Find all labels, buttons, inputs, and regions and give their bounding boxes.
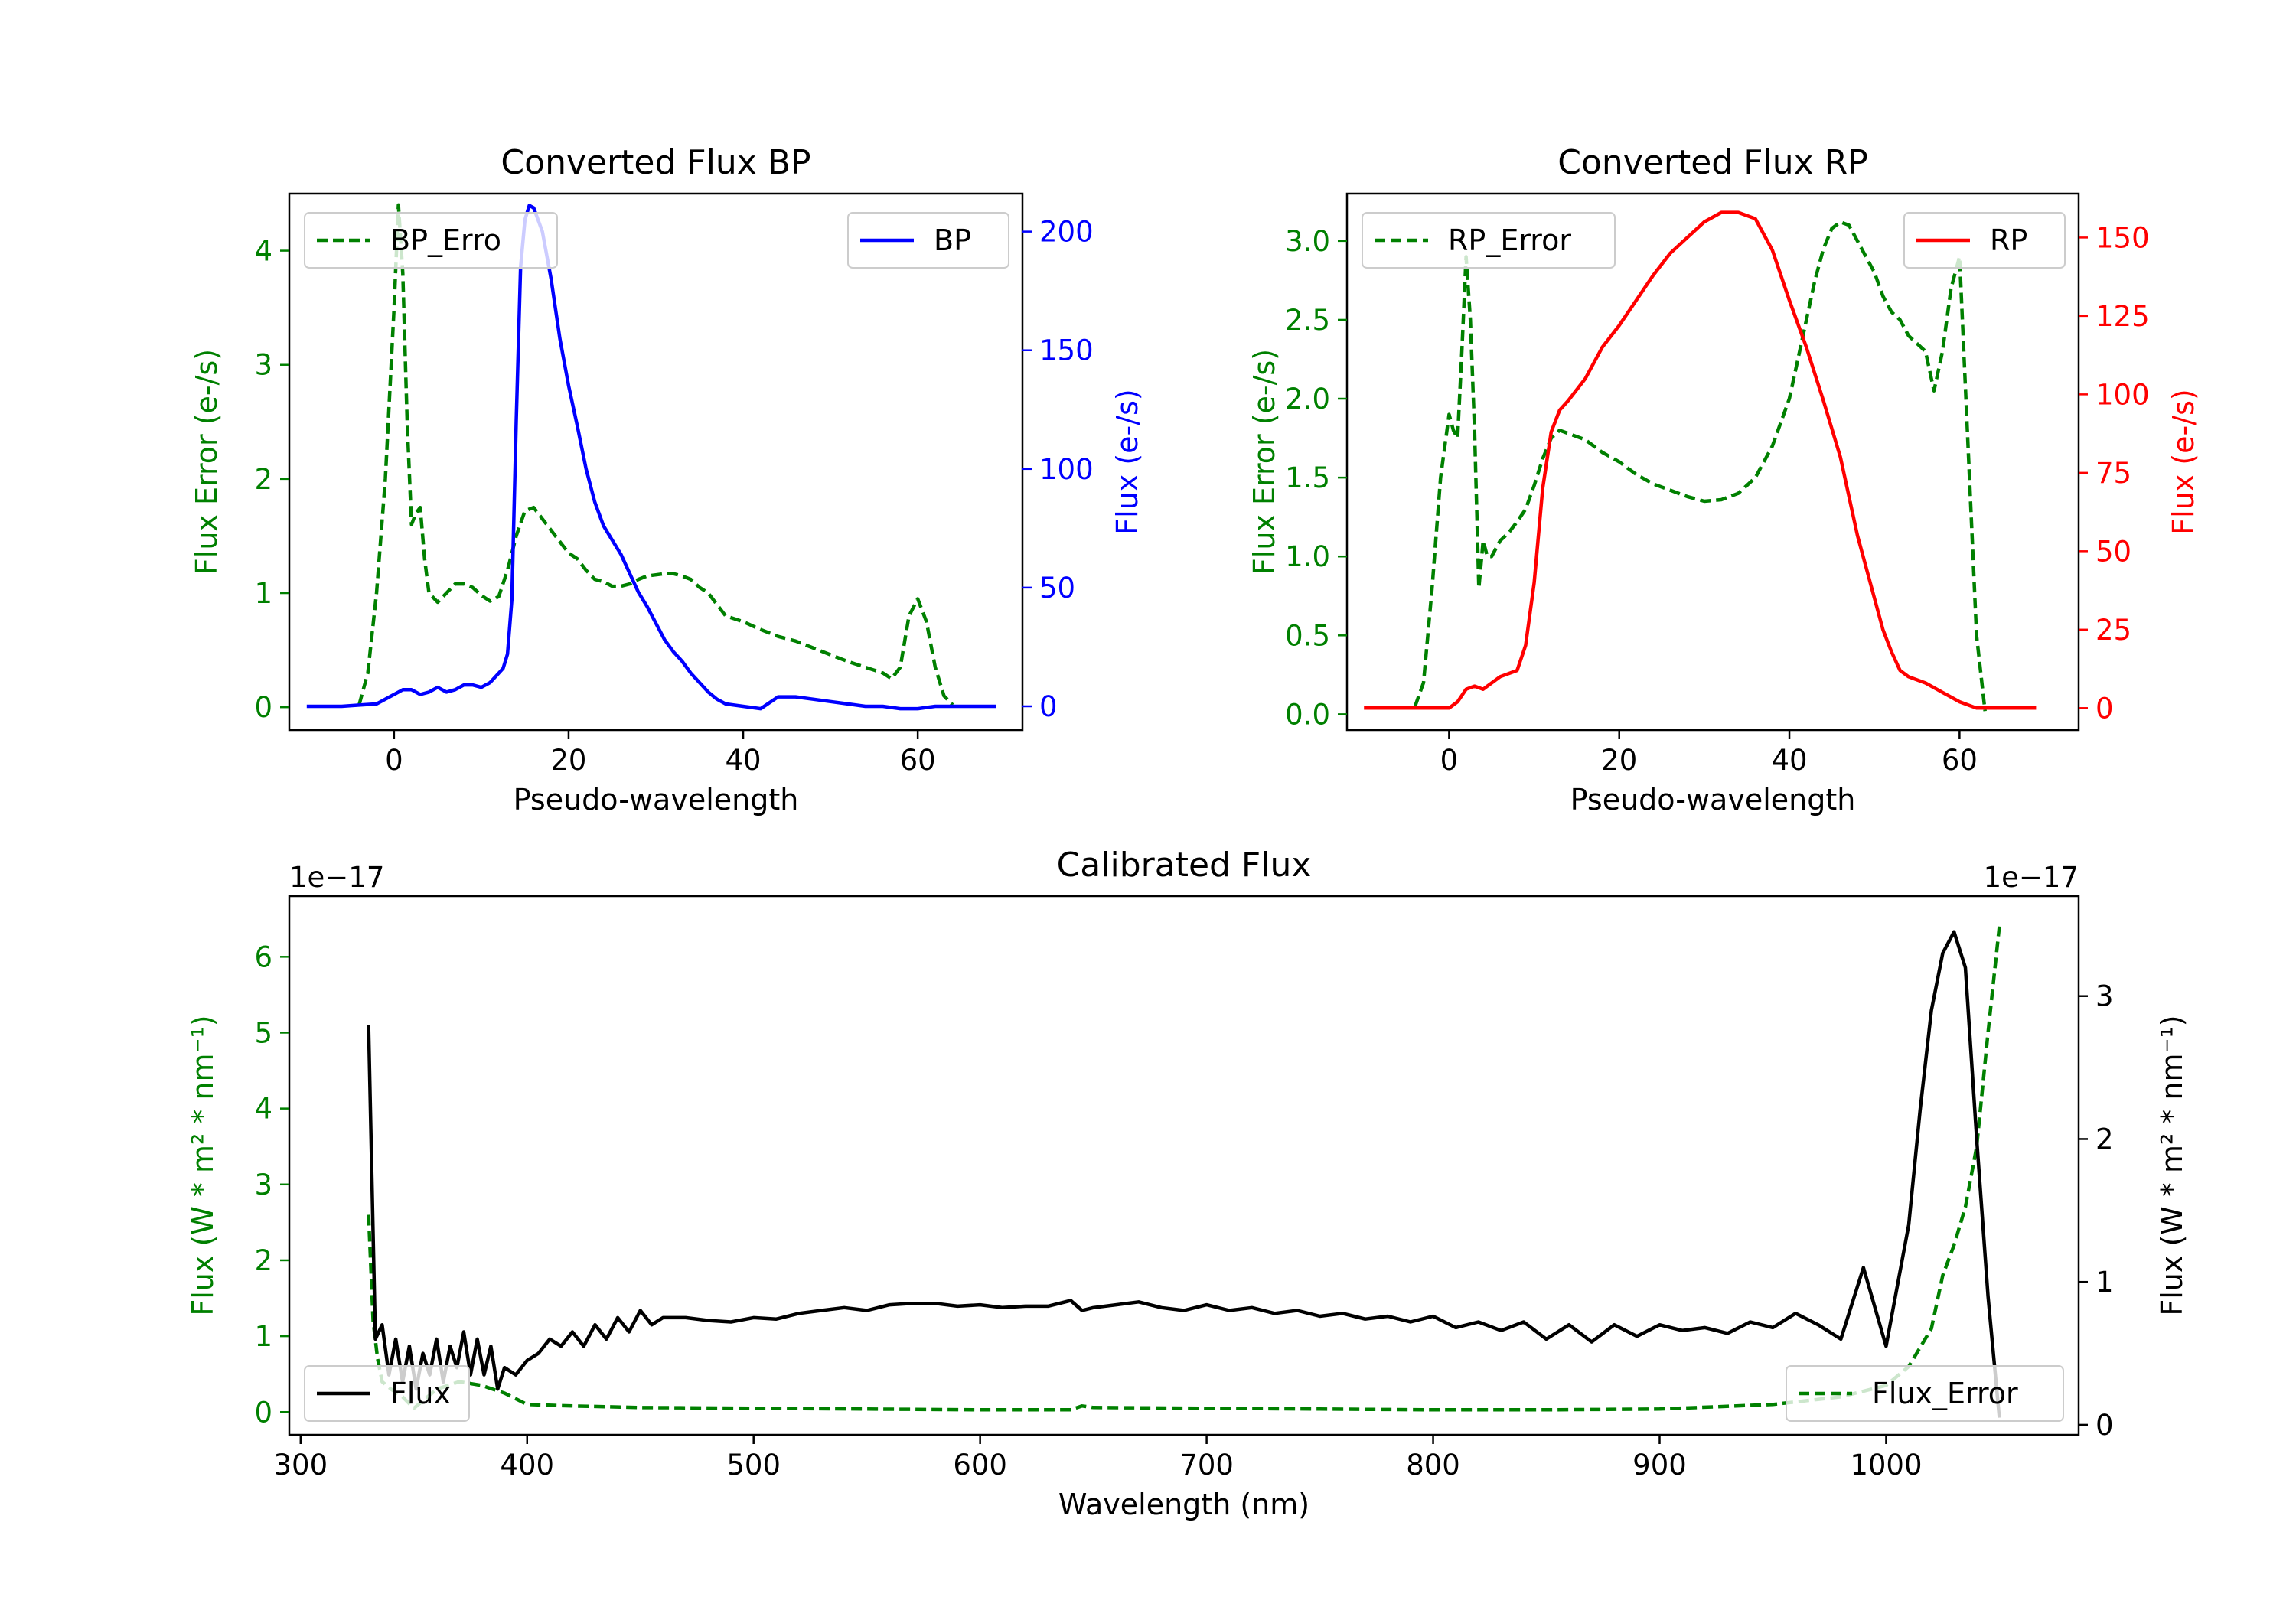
y-right-tick-label: 3: [2095, 980, 2114, 1013]
y-left-axis-label: Flux (W * m² * nm⁻¹): [186, 1015, 220, 1315]
y-left-tick-label: 3.0: [1285, 225, 1330, 258]
legend-label: RP: [1990, 223, 2027, 257]
y-left-tick-label: 0.0: [1285, 698, 1330, 731]
x-tick-label: 60: [900, 744, 936, 777]
y-right-tick-label: 0: [2095, 692, 2114, 725]
legend-label: RP_Error: [1448, 223, 1571, 257]
series-line-rp: [1364, 210, 2037, 710]
y-right-axis-label: Flux (e-/s): [1110, 389, 1144, 534]
x-axis-label: Pseudo-wavelength: [1570, 783, 1856, 817]
legend-box: [1903, 212, 2066, 269]
y-left-tick-label: 3: [254, 349, 272, 382]
plot-frame: [1345, 192, 2080, 732]
y-right-tick-label: 150: [2095, 221, 2150, 254]
legend-box: [1362, 212, 1616, 269]
y-right-tick-label: 0: [1039, 690, 1058, 723]
x-tick-label: 700: [1179, 1449, 1234, 1482]
x-tick-label: 40: [726, 744, 762, 777]
y-left-tick-label: 0.5: [1285, 619, 1330, 652]
y-left-tick-label: 3: [254, 1169, 272, 1201]
y-left-tick-label: 0: [254, 1396, 272, 1429]
y-left-axis-label: Flux Error (e-/s): [1247, 349, 1281, 575]
legend-box: [304, 1365, 470, 1422]
y-left-tick-label: 2.0: [1285, 383, 1330, 416]
legend-box: [304, 212, 558, 269]
x-tick-label: 20: [1601, 744, 1637, 777]
chart-title: Calibrated Flux: [1057, 846, 1312, 885]
y-right-tick-label: 50: [1039, 572, 1075, 605]
plot-frame: [288, 192, 1024, 732]
legend-label: BP_Erro: [390, 223, 501, 257]
y-left-offset-label: 1e−17: [289, 861, 384, 894]
x-tick-label: 500: [726, 1449, 781, 1482]
y-right-tick-label: 100: [1039, 453, 1094, 486]
x-tick-label: 40: [1771, 744, 1807, 777]
x-tick-label: 800: [1406, 1449, 1460, 1482]
x-tick-label: 60: [1942, 744, 1978, 777]
chart-title: Converted Flux BP: [501, 143, 810, 182]
y-right-tick-label: 150: [1039, 334, 1094, 367]
y-left-tick-label: 2.5: [1285, 304, 1330, 337]
x-axis-label: Pseudo-wavelength: [514, 783, 799, 817]
y-right-tick-label: 50: [2095, 535, 2131, 568]
y-left-tick-label: 1: [254, 1320, 272, 1353]
y-right-tick-label: 0: [2095, 1409, 2114, 1442]
y-left-tick-label: 4: [254, 1093, 272, 1126]
y-right-tick-label: 1: [2095, 1266, 2114, 1299]
y-left-tick-label: 2: [254, 463, 272, 496]
legend-box: [1786, 1365, 2064, 1422]
x-tick-label: 300: [273, 1449, 328, 1482]
legend-box: [847, 212, 1009, 269]
y-right-axis-label: Flux (W * m² * nm⁻¹): [2155, 1015, 2189, 1315]
series-line-flux-error: [367, 926, 2001, 1412]
series-line-rp-error: [1413, 220, 1987, 712]
series-line-flux: [367, 930, 2001, 1418]
y-left-tick-label: 1.0: [1285, 540, 1330, 573]
chart-rp: Converted Flux RP 0 20 40 60 0.0 0.5 1.0 1.5 2.0 2…: [1247, 143, 2200, 817]
x-tick-label: 400: [500, 1449, 554, 1482]
x-tick-label: 1000: [1850, 1449, 1922, 1482]
y-left-tick-label: 1: [254, 577, 272, 610]
y-right-tick-label: 75: [2095, 457, 2131, 490]
y-left-axis-label: Flux Error (e-/s): [190, 349, 223, 575]
y-left-tick-label: 1.5: [1285, 461, 1330, 494]
x-tick-label: 20: [550, 744, 586, 777]
series-line-bp-error: [357, 203, 954, 706]
legend-label: Flux: [390, 1377, 451, 1410]
y-left-tick-label: 2: [254, 1244, 272, 1277]
x-tick-label: 0: [1440, 744, 1459, 777]
y-right-offset-label: 1e−17: [1984, 861, 2079, 894]
plot-frame: [288, 895, 2080, 1436]
y-left-tick-label: 6: [254, 940, 272, 973]
x-tick-label: 600: [953, 1449, 1007, 1482]
y-right-tick-label: 200: [1039, 216, 1094, 249]
y-right-tick-label: 125: [2095, 300, 2150, 333]
y-right-tick-label: 2: [2095, 1123, 2114, 1156]
y-right-tick-label: 25: [2095, 614, 2131, 647]
legend-label: BP: [934, 223, 971, 257]
x-tick-label: 0: [385, 744, 403, 777]
chart-bp: Converted Flux BP0 20 40 600123405010015020…: [190, 143, 1144, 817]
x-tick-label: 900: [1632, 1449, 1687, 1482]
x-axis-label: Wavelength (nm): [1058, 1488, 1309, 1521]
chart-title: Converted Flux RP: [1557, 143, 1868, 182]
y-right-axis-label: Flux (e-/s): [2167, 389, 2200, 534]
y-right-tick-label: 100: [2095, 378, 2150, 411]
y-left-tick-label: 4: [254, 235, 272, 268]
y-left-tick-label: 0: [254, 691, 272, 724]
series-line-bp: [306, 204, 996, 711]
y-left-tick-label: 5: [254, 1016, 272, 1049]
legend-label: Flux_Error: [1872, 1377, 2018, 1410]
